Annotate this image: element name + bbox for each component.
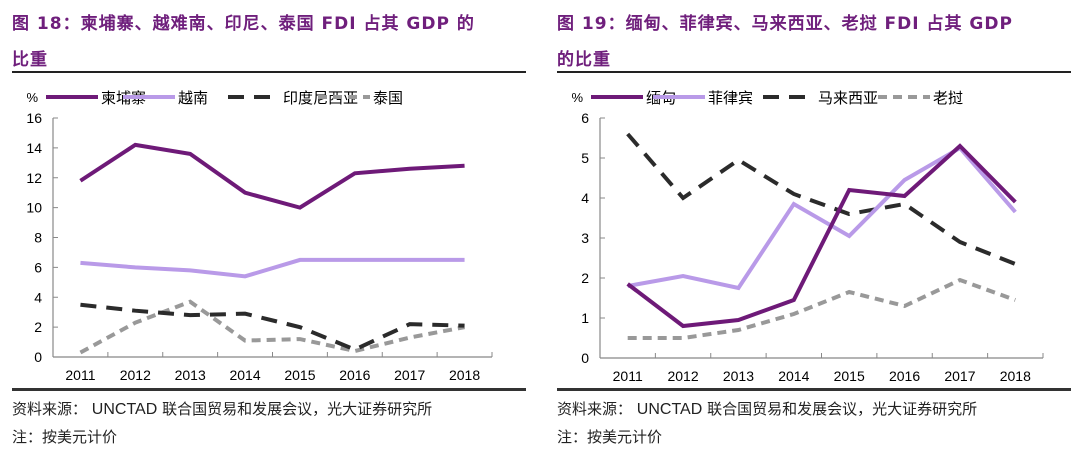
figure-title-line2: 比重 <box>12 50 48 70</box>
y-axis-unit-label: % <box>26 90 38 105</box>
y-tick-label: 16 <box>26 110 42 126</box>
y-tick-label: 6 <box>581 110 589 126</box>
figure-title-line2: 的比重 <box>557 50 611 70</box>
x-tick-label: 2012 <box>667 368 698 384</box>
chart-divider <box>12 388 526 391</box>
x-tick-label: 2012 <box>120 367 151 383</box>
figure-19: 图 19：缅甸、菲律宾、马来西亚、老挝 FDI 占其 GDP 的比重 0 1 2 3 4… <box>553 0 1080 452</box>
x-tick-label: 2011 <box>613 368 643 384</box>
x-tick-label: 2013 <box>723 368 754 384</box>
series-line-1 <box>79 142 465 210</box>
source-note: 资料来源： UNCTAD 联合国贸易和发展会议，光大证券研究所 <box>557 398 977 419</box>
legend-label: 老挝 <box>933 90 963 107</box>
title-divider <box>12 71 526 73</box>
y-axis-unit-label: % <box>571 90 583 105</box>
source-org: UNCTAD <box>91 401 158 418</box>
x-tick-label: 2015 <box>284 367 315 383</box>
x-tick-label: 2016 <box>339 367 370 383</box>
legend-item: 越南 <box>123 90 208 107</box>
x-tick-label: 2011 <box>65 367 95 383</box>
y-tick-label: 5 <box>581 150 589 166</box>
chart-divider <box>557 388 1071 391</box>
source-rest: 联合国贸易和发展会议，光大证券研究所 <box>162 400 433 418</box>
source-org: UNCTAD <box>636 401 703 418</box>
x-tick-label: 2017 <box>394 367 425 383</box>
legend-label: 越南 <box>178 90 208 107</box>
title-divider <box>557 71 1071 73</box>
figure-title: 图 19：缅甸、菲律宾、马来西亚、老挝 FDI 占其 GDP 的比重 <box>557 6 1077 78</box>
series-line-2 <box>627 145 1017 291</box>
x-tick-label: 2013 <box>175 367 206 383</box>
figure-title-line1: 图 18：柬埔寨、越难南、印尼、泰国 FDI 占其 GDP 的 <box>12 14 475 34</box>
source-rest: 联合国贸易和发展会议，光大证券研究所 <box>707 400 978 418</box>
legend-item: 马来西亚 <box>763 90 878 107</box>
y-tick-label: 6 <box>34 259 42 275</box>
series-line-2 <box>80 257 465 279</box>
series-line-1 <box>626 143 1017 329</box>
y-tick-label: 0 <box>581 350 589 366</box>
x-tick-label: 2014 <box>778 368 809 384</box>
source-label: 资料来源： <box>12 400 88 418</box>
y-tick-label: 4 <box>34 289 42 305</box>
series-line-3 <box>80 302 465 352</box>
x-tick-label: 2015 <box>834 368 865 384</box>
x-tick-label: 2017 <box>944 368 975 384</box>
source-note: 资料来源： UNCTAD 联合国贸易和发展会议，光大证券研究所 <box>12 398 432 419</box>
y-tick-label: 14 <box>26 140 42 156</box>
y-tick-label: 2 <box>581 270 589 286</box>
legend-label: 马来西亚 <box>818 90 878 107</box>
x-tick-label: 2014 <box>229 367 260 383</box>
figure-18: 图 18：柬埔寨、越难南、印尼、泰国 FDI 占其 GDP 的 比重 0 2 4 6 8… <box>8 0 538 452</box>
line-chart: 0 1 2 3 4 5 6 2011 2012 2013 2014 2015 2016 2017 2018%… <box>571 90 1044 384</box>
figure-title: 图 18：柬埔寨、越难南、印尼、泰国 FDI 占其 GDP 的 比重 <box>12 6 532 78</box>
y-tick-label: 10 <box>26 200 42 216</box>
y-tick-label: 4 <box>581 190 589 206</box>
legend-item: 泰国 <box>318 90 403 107</box>
figure-title-line1: 图 19：缅甸、菲律宾、马来西亚、老挝 FDI 占其 GDP <box>557 14 1013 34</box>
series-line-3 <box>626 132 1017 266</box>
x-tick-label: 2018 <box>449 367 480 383</box>
y-tick-label: 2 <box>34 319 42 335</box>
source-label: 资料来源： <box>557 400 633 418</box>
currency-note: 注：按美元计价 <box>557 428 663 446</box>
currency-note: 注：按美元计价 <box>12 428 118 446</box>
series-line-4 <box>79 299 465 355</box>
legend-label: 菲律宾 <box>708 90 753 107</box>
y-tick-label: 1 <box>581 310 589 326</box>
y-tick-label: 0 <box>34 349 42 365</box>
legend-item: 老挝 <box>878 90 963 107</box>
y-tick-label: 8 <box>34 230 42 246</box>
y-tick-label: 12 <box>26 170 42 186</box>
legend-label: 泰国 <box>373 90 403 107</box>
y-tick-label: 3 <box>581 230 589 246</box>
line-chart: 0 2 4 6 8 10 12 14 16 2011 2012 2013 2014 2015 2016 201… <box>26 89 493 383</box>
x-tick-label: 2018 <box>1000 368 1031 384</box>
x-tick-label: 2016 <box>889 368 920 384</box>
series-line-4 <box>627 277 1016 340</box>
legend-item: 菲律宾 <box>653 90 753 107</box>
